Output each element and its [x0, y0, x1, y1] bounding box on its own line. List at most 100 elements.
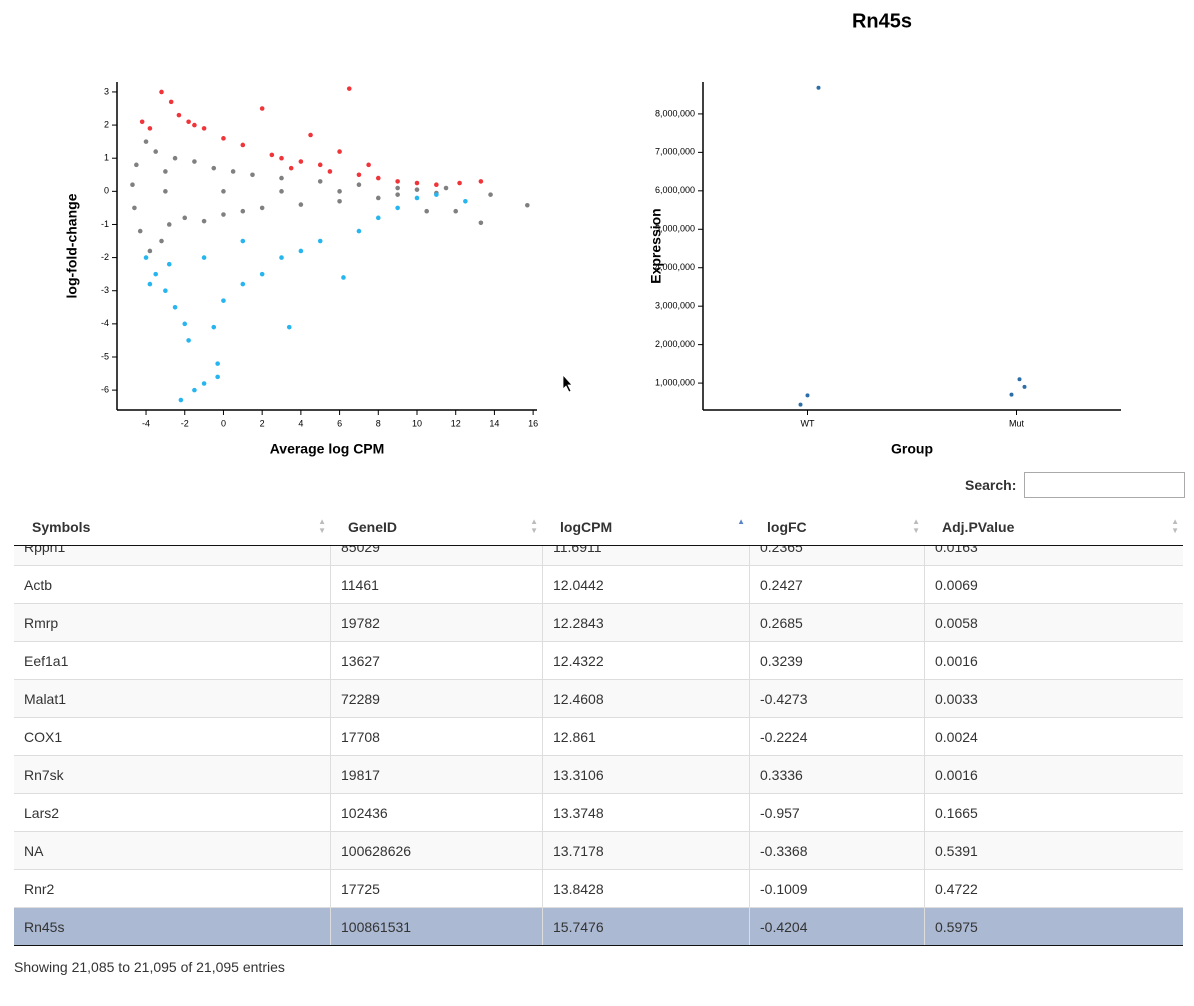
sort-icon: ▲ ▼ [530, 517, 538, 535]
table-row[interactable]: Rnr2 17725 13.8428 -0.1009 0.4722 [14, 870, 1183, 908]
x-tick-label: 16 [528, 418, 538, 428]
point [221, 189, 226, 194]
table-row[interactable]: Rpph1 85029 11.6911 0.2365 0.0163 [14, 546, 1183, 566]
table-cell: 0.5391 [924, 832, 1183, 869]
table-cell: Rn45s [24, 918, 65, 935]
point [192, 387, 197, 393]
point [221, 136, 226, 141]
x-tick-label: 10 [412, 418, 422, 428]
point [172, 155, 178, 161]
table-cell: Rpph1 [24, 546, 66, 555]
point [153, 149, 159, 154]
point [366, 162, 371, 168]
y-tick-label: 4,000,000 [655, 262, 695, 272]
x-tick-label: 4 [298, 418, 303, 428]
point [147, 281, 153, 287]
table-cell: COX1 [24, 728, 63, 745]
point [414, 180, 420, 186]
y-tick-label: 2,000,000 [655, 339, 695, 349]
table-row[interactable]: Lars2 102436 13.3748 -0.957 0.1665 [14, 794, 1183, 832]
point [279, 255, 284, 260]
table-cell: -0.957 [749, 794, 924, 831]
point [375, 215, 381, 221]
search-input[interactable] [1024, 472, 1186, 498]
point [168, 99, 174, 105]
y-tick-label: 1 [104, 153, 109, 163]
table-cell: Rmrp [24, 614, 59, 631]
point [163, 288, 168, 294]
point [327, 169, 333, 174]
point [130, 182, 135, 188]
table-cell: 13.8428 [542, 870, 749, 907]
table-cell: 0.4722 [924, 870, 1183, 907]
y-tick-label: 0 [104, 186, 109, 196]
table-body: Rpph1 85029 11.6911 0.2365 0.0163 Actb 11461 12… [14, 546, 1183, 946]
column-header[interactable]: Symbols ▲ ▼ [32, 517, 326, 535]
point [143, 255, 149, 260]
point [143, 139, 149, 144]
point [317, 238, 323, 244]
table-cell: -0.1009 [749, 870, 924, 907]
y-tick-label: -2 [101, 252, 109, 262]
point [525, 202, 530, 208]
table-cell: 100861531 [330, 908, 542, 945]
point [230, 169, 236, 174]
chart-title: Rn45s [852, 10, 912, 32]
column-header[interactable]: GeneID ▲ ▼ [348, 517, 538, 535]
table-row[interactable]: NA 100628626 13.7178 -0.3368 0.5391 [14, 832, 1183, 870]
table-row[interactable]: Rmrp 19782 12.2843 0.2685 0.0058 [14, 604, 1183, 642]
y-tick-label: 3,000,000 [655, 301, 695, 311]
point [166, 222, 172, 227]
sort-icon: ▲ ▼ [912, 517, 920, 535]
x-tick-label: 12 [451, 418, 461, 428]
table-cell: NA [24, 842, 44, 859]
column-header[interactable]: logFC ▲ ▼ [767, 517, 920, 535]
table-cell: 72289 [330, 680, 542, 717]
point [288, 165, 294, 171]
point [298, 202, 304, 207]
column-header[interactable]: logCPM ▲ [560, 517, 745, 535]
point [375, 175, 381, 181]
point [163, 189, 168, 194]
y-tick-label: -3 [101, 285, 109, 295]
cursor [562, 373, 573, 393]
table-row[interactable]: Rn45s 100861531 15.7476 -0.4204 0.5975 [14, 908, 1183, 945]
point [137, 228, 143, 234]
table-cell: Actb [24, 576, 53, 593]
y-tick-label: 5,000,000 [655, 224, 695, 234]
point [298, 248, 304, 254]
table-row[interactable]: Malat1 72289 12.4608 -0.4273 0.0033 [14, 680, 1183, 718]
point [395, 179, 400, 184]
point [453, 208, 459, 214]
point [395, 205, 400, 211]
table-cell: 13.7178 [542, 832, 749, 869]
point [414, 187, 420, 192]
column-header[interactable]: Adj.PValue ▲ ▼ [942, 517, 1179, 535]
table-cell: 13627 [330, 642, 542, 679]
x-tick-label: Mut [1009, 418, 1025, 428]
point [457, 180, 462, 186]
point [201, 126, 207, 131]
table-row[interactable]: COX1 17708 12.861 -0.2224 0.0024 [14, 718, 1183, 756]
point [298, 159, 304, 164]
table-row[interactable]: Actb 11461 12.0442 0.2427 0.0069 [14, 566, 1183, 604]
table-cell: 0.0016 [924, 756, 1183, 793]
table-cell: 0.0069 [924, 566, 1183, 603]
point [308, 132, 313, 138]
point [463, 198, 468, 204]
point [153, 271, 159, 277]
point [356, 182, 362, 188]
y-tick-label: -1 [101, 219, 109, 229]
table-cell: 0.5975 [924, 908, 1183, 945]
table-cell: Rnr2 [24, 880, 55, 897]
table-row[interactable]: Rn7sk 19817 13.3106 0.3336 0.0016 [14, 756, 1183, 794]
table-cell: 12.4608 [542, 680, 749, 717]
point [375, 195, 381, 201]
point [805, 393, 810, 398]
point [147, 126, 153, 131]
point [139, 119, 145, 125]
search-box: Search: [965, 472, 1186, 498]
table-row[interactable]: Eef1a1 13627 12.4322 0.3239 0.0016 [14, 642, 1183, 680]
point [240, 208, 246, 214]
table-cell: 0.2365 [749, 546, 924, 565]
